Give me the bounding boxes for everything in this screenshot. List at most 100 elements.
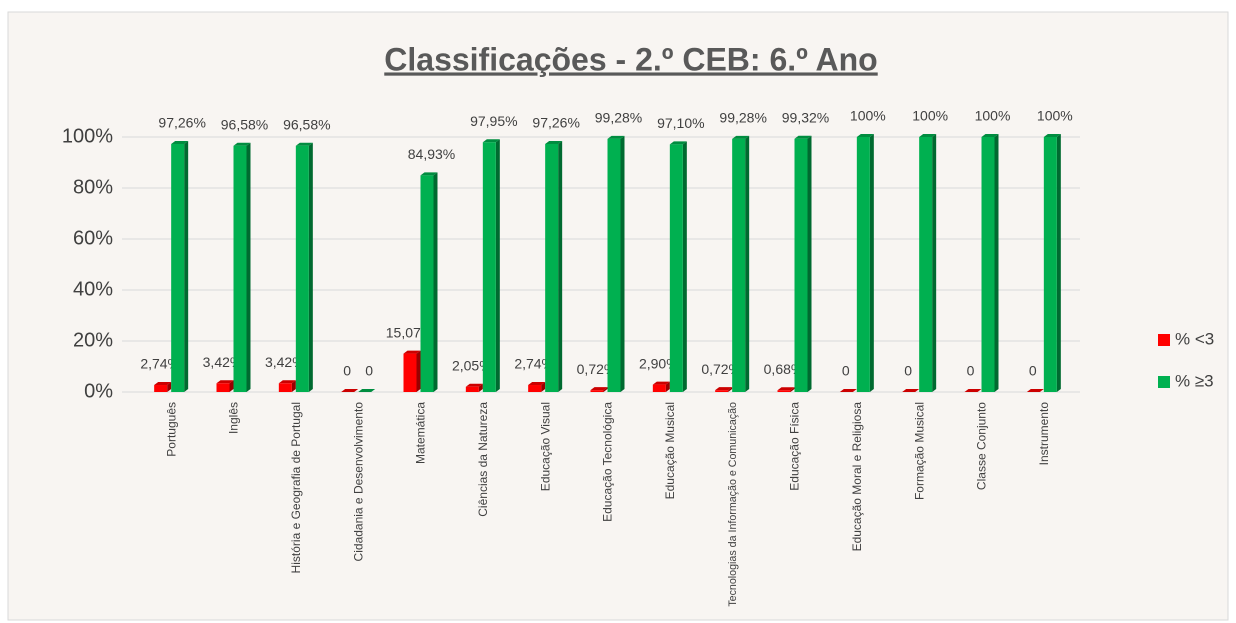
x-tick-label: História e Geografia de Portugal: [289, 402, 303, 573]
bar: [652, 381, 670, 392]
bar-face: [981, 137, 995, 392]
bar: [295, 142, 313, 392]
data-label: 3,42%: [265, 354, 305, 370]
bar: [777, 387, 795, 392]
bar-face: [745, 135, 750, 392]
data-label: 96,58%: [221, 116, 268, 132]
bar-face: [528, 382, 546, 386]
x-tick-label: Educação Tecnológica: [601, 402, 615, 522]
bar: [420, 172, 438, 392]
bar-face: [807, 135, 812, 392]
bar-face: [482, 142, 496, 392]
bar-face: [981, 134, 999, 137]
bar-face: [682, 141, 687, 392]
bar: [403, 350, 421, 392]
bar-face: [545, 143, 559, 392]
bar-face: [233, 145, 247, 392]
x-tick-label: Matemática: [414, 402, 428, 464]
bar: [216, 380, 234, 392]
x-tick-label: Formação Musical: [912, 402, 926, 500]
bar: [358, 389, 376, 392]
data-label: 2,74%: [514, 356, 554, 372]
bar-face: [541, 382, 546, 392]
bar-face: [420, 175, 434, 392]
y-tick-label: 20%: [73, 329, 113, 351]
bar: [715, 387, 733, 392]
x-tick-label: Ciências da Natureza: [476, 402, 490, 517]
bar-face: [216, 383, 230, 392]
bar-face: [732, 135, 750, 139]
bar: [482, 139, 500, 392]
bar-face: [715, 390, 729, 392]
bar: [1043, 134, 1061, 392]
data-label: 100%: [850, 108, 886, 124]
data-label: 99,28%: [595, 110, 642, 126]
bar-face: [465, 383, 483, 387]
bar-face: [358, 389, 376, 392]
bar: [528, 382, 546, 392]
x-tick-label: Cidadania e Desenvolvimento: [351, 402, 365, 562]
data-label: 0: [365, 363, 373, 379]
x-tick-label: Educação Visual: [538, 402, 552, 491]
bar-face: [620, 135, 625, 392]
bar: [171, 140, 189, 392]
bar-face: [902, 389, 920, 392]
bar-face: [856, 137, 870, 392]
bar-face: [433, 172, 438, 392]
bar-face: [794, 138, 808, 392]
data-label: 100%: [912, 108, 948, 124]
y-tick-label: 0%: [84, 380, 113, 402]
bar-face: [308, 142, 313, 392]
bar-face: [607, 135, 625, 139]
data-label: 0: [343, 363, 351, 379]
bar-face: [777, 390, 791, 392]
bar: [1026, 389, 1044, 392]
bar-face: [869, 134, 874, 392]
bar-face: [856, 134, 874, 137]
data-label: 0: [904, 363, 912, 379]
x-tick-label: Tecnologias da Informação e Comunicação: [727, 402, 739, 607]
bar: [669, 141, 687, 392]
bar-face: [919, 137, 933, 392]
bar-face: [1043, 134, 1061, 137]
data-label: 0: [842, 363, 850, 379]
data-label: 0: [967, 363, 975, 379]
bar-face: [167, 382, 172, 392]
data-label: 2,90%: [639, 355, 679, 371]
bar: [233, 142, 251, 392]
bar: [341, 389, 359, 392]
bar-face: [216, 380, 234, 384]
bar-face: [919, 134, 937, 137]
data-label: 0,72%: [701, 361, 741, 377]
bar-face: [246, 142, 251, 392]
bar-face: [1026, 389, 1044, 392]
bar-face: [154, 382, 172, 386]
bar-face: [669, 144, 683, 392]
bar: [839, 389, 857, 392]
bar-face: [994, 134, 999, 392]
data-label: 100%: [1037, 108, 1073, 124]
bar-face: [652, 381, 670, 385]
bar-face: [732, 138, 746, 392]
bar-face: [154, 385, 168, 392]
data-label: 100%: [975, 108, 1011, 124]
bar: [981, 134, 999, 392]
bar: [607, 135, 625, 392]
data-label: 96,58%: [283, 116, 330, 132]
bar: [856, 134, 874, 392]
bar: [919, 134, 937, 392]
bar-face: [964, 389, 982, 392]
x-tick-label: Educação Musical: [663, 402, 677, 499]
y-tick-label: 80%: [73, 176, 113, 198]
bar-face: [171, 140, 189, 144]
bar-face: [777, 387, 795, 391]
bar-face: [1043, 137, 1057, 392]
bar-face: [341, 389, 359, 392]
bar: [902, 389, 920, 392]
data-label: 3,42%: [203, 354, 243, 370]
legend-swatch: [1158, 376, 1170, 388]
data-label: 0,68%: [764, 361, 804, 377]
bar-face: [669, 141, 687, 145]
y-tick-label: 40%: [73, 278, 113, 300]
